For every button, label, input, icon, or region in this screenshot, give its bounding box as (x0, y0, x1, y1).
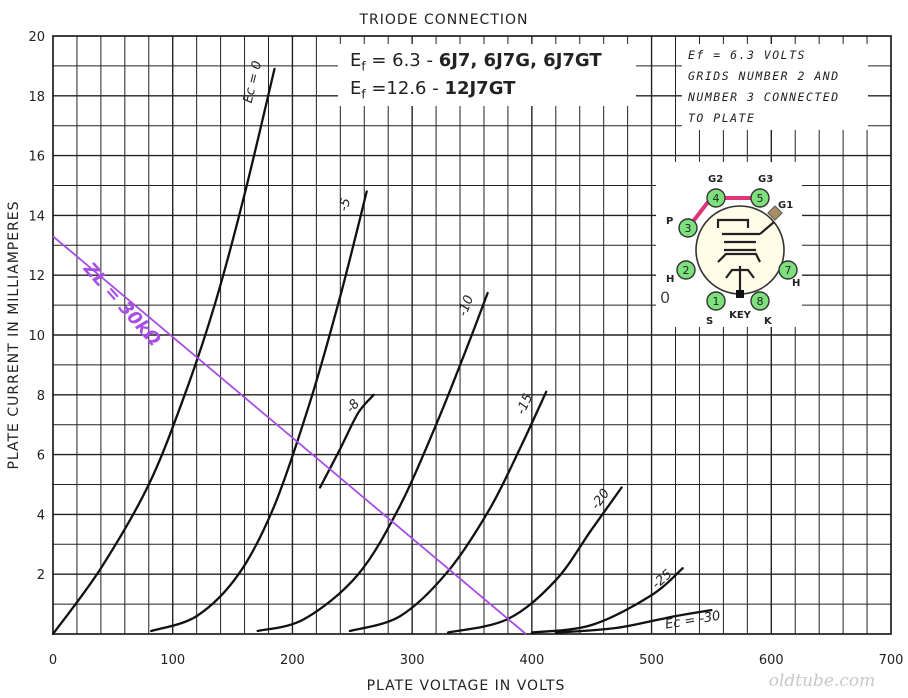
axes (52, 35, 892, 635)
svg-text:5: 5 (757, 192, 764, 205)
svg-text:8: 8 (757, 295, 764, 308)
svg-text:1: 1 (713, 295, 720, 308)
label-g1: G1 (778, 200, 793, 211)
label-k: K (764, 316, 773, 327)
y-tick-label: 20 (28, 30, 45, 45)
ef-line-2: Ef =12.6 - 12J7GT (350, 78, 516, 102)
curve-label: -20 (588, 486, 613, 512)
x-tick-label: 300 (400, 653, 425, 668)
watermark: oldtube.com (769, 671, 876, 691)
x-axis-label: PLATE VOLTAGE IN VOLTS (367, 678, 566, 694)
curve--8 (318, 393, 375, 489)
curve-ec-30 (554, 608, 713, 634)
y-tick-label: 4 (37, 508, 45, 523)
curve--25 (530, 567, 684, 634)
label-p: P (666, 216, 673, 227)
curve-label: -10 (456, 293, 478, 318)
x-tick-label: 200 (280, 653, 305, 668)
internal-wiring (716, 218, 775, 290)
key-notch (736, 290, 744, 298)
label-g3: G3 (758, 174, 773, 185)
chart-title: TRIODE CONNECTION (358, 12, 528, 28)
x-tick-label: 600 (759, 653, 784, 668)
y-tick-label: 16 (28, 150, 45, 165)
load-line-label: ZL = 30kΩ (79, 258, 165, 351)
curve--5 (150, 190, 368, 633)
curve-label: -5 (336, 197, 354, 213)
label-h-left: H (666, 274, 674, 285)
pin-7: 7 (778, 260, 798, 280)
x-tick-label: 700 (879, 653, 904, 668)
label-g2: G2 (708, 174, 723, 185)
pin-2: 2 (676, 260, 696, 280)
x-tick-label: 0 (49, 653, 57, 668)
y-tick-label: 14 (28, 209, 45, 224)
plate-curves (51, 67, 713, 636)
socket-diagram: 1 2 3 4 5 7 8 G2 G3 G1 P H H S KEY K 0 (656, 162, 802, 327)
pin-1: 1 (706, 291, 726, 311)
curve-label: -8 (343, 397, 363, 417)
filament-voltage-box: Ef = 6.3 - 6J7, 6J7G, 6J7GT Ef =12.6 - 1… (338, 44, 636, 106)
y-tick-label: 8 (37, 389, 45, 404)
connection-note: Ef = 6.3 VOLTS GRIDS NUMBER 2 AND NUMBER… (682, 44, 868, 130)
pin-8: 8 (750, 291, 770, 311)
ef-line-1: Ef = 6.3 - 6J7, 6J7G, 6J7GT (350, 50, 602, 74)
y-tick-label: 6 (37, 449, 45, 464)
note-line: GRIDS NUMBER 2 AND (688, 69, 840, 83)
curve--10 (256, 291, 489, 633)
svg-text:7: 7 (785, 264, 792, 277)
label-key: KEY (729, 310, 752, 321)
pin-5: 5 (750, 188, 770, 208)
label-s: S (706, 316, 713, 327)
load-line (52, 235, 527, 635)
curve--20 (446, 486, 623, 634)
x-tick-label: 500 (639, 653, 664, 668)
curve-label: -25 (649, 567, 675, 592)
y-axis-label: PLATE CURRENT IN MILLIAMPERES (6, 200, 22, 469)
x-tick-label: 400 (519, 653, 544, 668)
top-cap-g1 (767, 205, 783, 221)
note-line: NUMBER 3 CONNECTED (688, 90, 840, 104)
label-h-right: H (792, 278, 800, 289)
pin-3: 3 (678, 218, 698, 238)
curve-ec0 (51, 67, 276, 636)
note-line: Ef = 6.3 VOLTS (688, 48, 806, 62)
y-tick-label: 2 (37, 568, 45, 583)
x-tick-label: 100 (160, 653, 185, 668)
svg-text:4: 4 (713, 192, 720, 205)
svg-text:2: 2 (683, 264, 690, 277)
svg-text:3: 3 (685, 222, 692, 235)
y-tick-label: 18 (28, 90, 45, 105)
note-line: TO PLATE (688, 111, 756, 125)
y-tick-label: 12 (28, 269, 45, 284)
curve-label: Ec = -30 (664, 609, 721, 633)
plot-frame (52, 35, 892, 635)
y-tick-label: 10 (28, 329, 45, 344)
curve--15 (348, 390, 548, 633)
pin-4: 4 (706, 188, 726, 208)
socket-svg: 1 2 3 4 5 7 8 G2 G3 G1 P H H S KEY K 0 (660, 174, 800, 327)
stray-mark: 0 (660, 288, 670, 307)
